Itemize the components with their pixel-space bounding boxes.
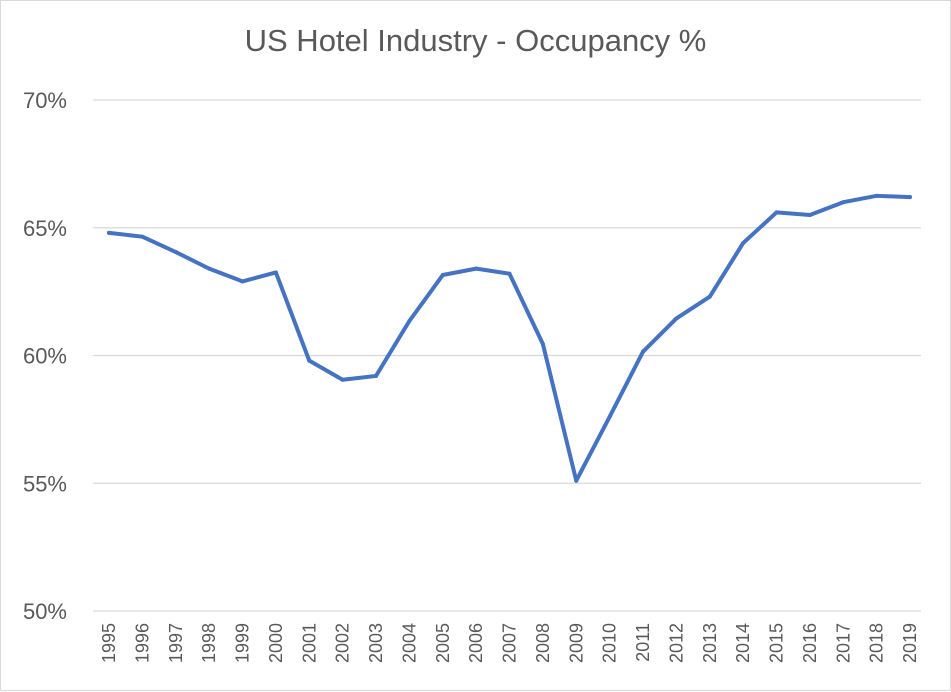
data-point xyxy=(641,349,645,354)
data-point xyxy=(540,342,545,347)
x-tick-label: 2019 xyxy=(900,623,920,663)
data-point xyxy=(240,279,245,284)
chart-title: US Hotel Industry - Occupancy % xyxy=(244,23,707,58)
data-point xyxy=(841,200,846,205)
y-tick-label: 60% xyxy=(23,344,67,369)
data-point xyxy=(440,273,445,278)
x-tick-label: 2015 xyxy=(767,623,787,663)
x-tick-label: 1998 xyxy=(199,623,219,663)
data-point xyxy=(574,478,579,483)
data-point xyxy=(407,319,412,324)
series-line xyxy=(107,193,912,483)
x-tick-label: 2008 xyxy=(533,623,553,663)
x-tick-label: 2018 xyxy=(867,623,887,663)
y-tick-label: 50% xyxy=(23,599,67,624)
x-tick-label: 2002 xyxy=(333,623,353,663)
data-point xyxy=(474,266,479,271)
data-point xyxy=(707,294,712,299)
y-tick-label: 65% xyxy=(23,216,67,241)
y-tick-label: 55% xyxy=(23,471,67,496)
x-tick-label: 2000 xyxy=(266,623,286,663)
data-point xyxy=(741,241,746,246)
x-tick-label: 2009 xyxy=(566,623,586,663)
x-tick-label: 2006 xyxy=(466,623,486,663)
x-tick-label: 2012 xyxy=(666,623,686,663)
x-tick-label: 1995 xyxy=(99,623,119,663)
x-tick-label: 2004 xyxy=(399,623,419,663)
x-tick-label: 2014 xyxy=(733,623,753,663)
x-tick-label: 2013 xyxy=(700,623,720,663)
data-point xyxy=(107,230,111,235)
y-tick-label: 70% xyxy=(23,88,67,113)
data-point xyxy=(908,195,912,200)
data-point xyxy=(874,193,879,198)
data-point xyxy=(140,234,145,239)
data-point xyxy=(374,373,378,378)
x-tick-label: 1999 xyxy=(233,623,253,663)
x-tick-label: 1997 xyxy=(166,623,186,663)
x-tick-label: 2005 xyxy=(433,623,453,663)
data-point xyxy=(607,414,612,419)
data-point xyxy=(674,316,679,321)
x-tick-label: 2016 xyxy=(800,623,820,663)
data-point xyxy=(507,271,512,276)
data-point xyxy=(807,212,812,217)
data-point xyxy=(273,270,278,275)
data-point xyxy=(173,250,178,255)
x-tick-label: 2011 xyxy=(633,623,653,662)
x-tick-label: 2007 xyxy=(500,623,520,663)
data-point xyxy=(207,266,212,271)
x-tick-label: 1996 xyxy=(132,623,152,663)
x-tick-label: 2010 xyxy=(600,623,620,663)
data-point xyxy=(774,210,779,215)
x-tick-label: 2001 xyxy=(299,623,319,663)
x-tick-label: 2017 xyxy=(833,623,853,663)
data-point xyxy=(307,358,312,363)
data-point xyxy=(340,377,345,382)
x-tick-label: 2003 xyxy=(366,623,386,663)
